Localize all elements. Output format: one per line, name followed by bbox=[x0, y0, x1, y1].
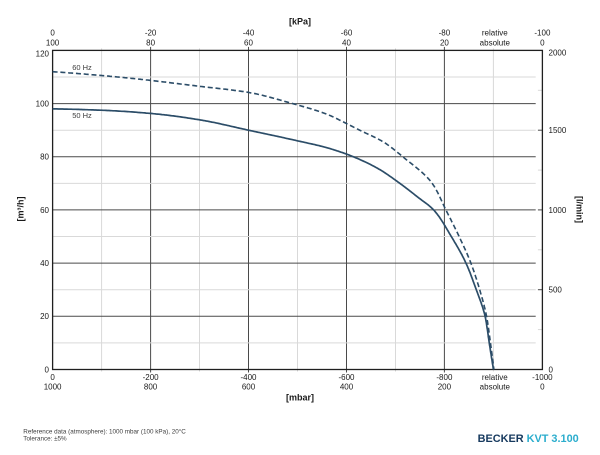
svg-text:Tolerance: ±5%: Tolerance: ±5% bbox=[23, 435, 67, 442]
svg-text:0: 0 bbox=[540, 38, 545, 47]
svg-text:0: 0 bbox=[540, 382, 545, 391]
svg-text:60: 60 bbox=[244, 38, 253, 47]
svg-text:2000: 2000 bbox=[549, 49, 567, 58]
svg-text:1500: 1500 bbox=[549, 126, 567, 135]
svg-text:[m³/h]: [m³/h] bbox=[16, 197, 26, 222]
svg-text:-1000: -1000 bbox=[532, 373, 553, 382]
svg-text:80: 80 bbox=[146, 38, 155, 47]
svg-text:20: 20 bbox=[440, 38, 449, 47]
svg-text:20: 20 bbox=[40, 312, 49, 321]
svg-text:500: 500 bbox=[549, 286, 563, 295]
svg-text:0: 0 bbox=[549, 365, 554, 374]
svg-text:[l/min]: [l/min] bbox=[575, 196, 585, 223]
svg-text:[mbar]: [mbar] bbox=[286, 393, 314, 403]
svg-text:800: 800 bbox=[144, 382, 158, 391]
svg-text:-800: -800 bbox=[436, 373, 453, 382]
svg-text:120: 120 bbox=[36, 49, 50, 58]
svg-text:80: 80 bbox=[40, 153, 49, 162]
svg-text:relative: relative bbox=[482, 373, 508, 382]
svg-text:Reference data (atmosphere): 1: Reference data (atmosphere): 1000 mbar (… bbox=[23, 427, 186, 435]
svg-text:200: 200 bbox=[438, 382, 452, 391]
svg-text:50 Hz: 50 Hz bbox=[72, 111, 92, 120]
svg-text:-100: -100 bbox=[534, 29, 551, 38]
svg-text:40: 40 bbox=[40, 259, 49, 268]
svg-text:0: 0 bbox=[50, 373, 55, 382]
svg-text:[kPa]: [kPa] bbox=[289, 17, 311, 27]
svg-text:-60: -60 bbox=[341, 29, 353, 38]
svg-text:0: 0 bbox=[45, 365, 50, 374]
svg-text:-20: -20 bbox=[145, 29, 157, 38]
svg-text:600: 600 bbox=[242, 382, 256, 391]
svg-text:-600: -600 bbox=[338, 373, 355, 382]
svg-text:1000: 1000 bbox=[44, 382, 62, 391]
svg-text:100: 100 bbox=[36, 100, 50, 109]
svg-text:-80: -80 bbox=[439, 29, 451, 38]
svg-text:60 Hz: 60 Hz bbox=[72, 63, 92, 72]
svg-text:BECKER KVT 3.100: BECKER KVT 3.100 bbox=[478, 433, 579, 445]
svg-text:0: 0 bbox=[50, 29, 55, 38]
svg-text:absolute: absolute bbox=[480, 382, 511, 391]
svg-text:relative: relative bbox=[482, 29, 508, 38]
svg-text:absolute: absolute bbox=[480, 38, 511, 47]
svg-text:400: 400 bbox=[340, 382, 354, 391]
svg-text:-200: -200 bbox=[143, 373, 160, 382]
svg-text:60: 60 bbox=[40, 206, 49, 215]
svg-text:-40: -40 bbox=[243, 29, 255, 38]
svg-text:1000: 1000 bbox=[549, 206, 567, 215]
svg-text:40: 40 bbox=[342, 38, 351, 47]
svg-text:-400: -400 bbox=[240, 373, 257, 382]
svg-text:100: 100 bbox=[46, 38, 60, 47]
